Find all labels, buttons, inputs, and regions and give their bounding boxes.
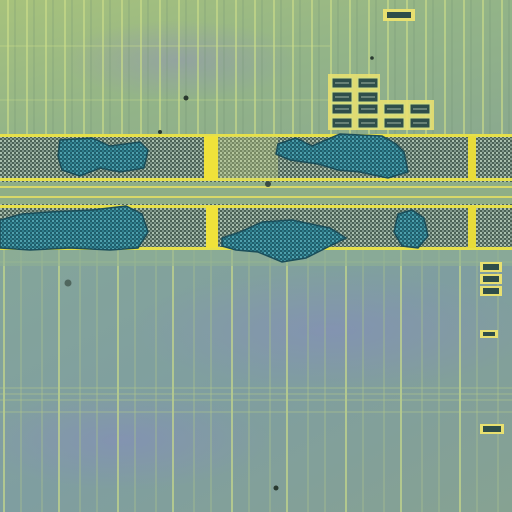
bus-rail-2 bbox=[0, 178, 512, 181]
bus-rail-3 bbox=[0, 186, 512, 188]
corrosion-blobs bbox=[0, 133, 429, 263]
purple-haze-lower bbox=[130, 270, 512, 390]
lower-vertical-traces bbox=[3, 250, 499, 512]
edge-pad-inner bbox=[483, 276, 499, 282]
edge-pad-inner bbox=[483, 426, 501, 432]
edge-pad-inner bbox=[483, 332, 495, 336]
speck bbox=[158, 130, 162, 134]
right-via-lower bbox=[468, 206, 476, 248]
yellow-via-column-upper bbox=[204, 136, 218, 180]
bus-gap bbox=[0, 182, 512, 204]
dust-specks bbox=[64, 56, 374, 491]
blob-lower-center bbox=[221, 219, 348, 263]
speck bbox=[273, 485, 279, 491]
yellow-via-column-lower bbox=[206, 206, 218, 248]
lower-top-strip bbox=[0, 250, 512, 266]
right-edge-pads bbox=[480, 262, 504, 434]
upper-pad-cluster bbox=[328, 9, 434, 130]
right-via-upper bbox=[468, 136, 476, 180]
edge-pad-inner bbox=[483, 288, 499, 294]
bus-rail-1 bbox=[0, 134, 512, 137]
bus-highlight bbox=[218, 136, 278, 180]
blob-upper-right bbox=[275, 133, 409, 179]
pad-top-marker bbox=[383, 9, 415, 21]
speck bbox=[183, 95, 189, 101]
blob-upper-left bbox=[57, 137, 149, 177]
speck bbox=[265, 181, 271, 187]
bus-rail-4 bbox=[0, 196, 512, 198]
blob-lower-right bbox=[393, 209, 429, 249]
pad-grid bbox=[328, 74, 434, 130]
blob-lower-left bbox=[0, 205, 149, 251]
edge-pad-inner bbox=[483, 264, 499, 270]
bus-rail-5 bbox=[0, 205, 512, 208]
speck bbox=[64, 279, 72, 287]
lower-horizontal-traces bbox=[0, 250, 512, 413]
purple-haze-upper bbox=[60, 20, 300, 100]
speck bbox=[370, 56, 374, 60]
